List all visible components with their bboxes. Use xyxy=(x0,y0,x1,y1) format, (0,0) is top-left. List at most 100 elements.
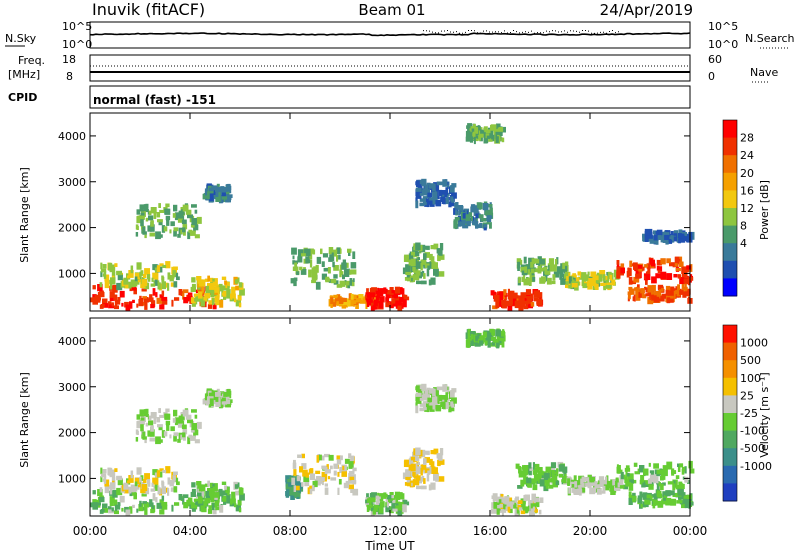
echo-patch xyxy=(642,228,695,245)
search-tick-bottom: 10^0 xyxy=(708,38,738,51)
echo-patch xyxy=(365,286,410,311)
colorbar-segment xyxy=(723,260,737,279)
colorbar-tick-label: -25 xyxy=(740,407,758,420)
sky-count-line xyxy=(89,32,691,37)
sky-label: N.Sky xyxy=(5,32,37,45)
ytick-label: 3000 xyxy=(58,381,86,394)
search-tick-top: 10^5 xyxy=(708,20,738,33)
xtick-label: 04:00 xyxy=(173,524,208,538)
echo-patch xyxy=(190,275,245,308)
velocity-yticks: 4000 3000 2000 1000 xyxy=(58,335,690,485)
colorbar-tick-label: 1000 xyxy=(740,337,768,350)
freq-label: Freq. xyxy=(18,54,45,67)
colorbar-segment xyxy=(723,377,737,396)
echo-patch xyxy=(628,488,694,509)
xtick-label: 16:00 xyxy=(473,524,508,538)
colorbar-tick-label: -100 xyxy=(740,425,765,438)
colorbar-segment xyxy=(723,413,737,432)
echo-patch xyxy=(190,480,245,513)
colorbar-tick-label: 16 xyxy=(740,184,754,197)
sky-tick-bottom: 10^0 xyxy=(62,38,92,51)
velocity-colorbar: 1000 500 100 25 -25 -100 -500 -1000 xyxy=(722,324,772,502)
ytick-label: 2000 xyxy=(58,427,86,440)
echo-patch xyxy=(490,288,544,312)
nave-tick-top: 60 xyxy=(708,53,722,66)
ytick-label: 1000 xyxy=(58,472,86,485)
nave-label: Nave xyxy=(750,66,778,79)
search-label: N.Search xyxy=(745,32,795,45)
echo-patch xyxy=(135,408,202,445)
station-title: Inuvik (fitACF) xyxy=(92,0,205,19)
date-title: 24/Apr/2019 xyxy=(600,1,693,19)
echo-patch xyxy=(402,242,445,286)
echo-patch xyxy=(402,447,445,491)
colorbar-segment xyxy=(723,360,737,379)
velocity-ylabel: Slant Range [km] xyxy=(18,372,31,468)
ytick-label: 4000 xyxy=(58,335,86,348)
freq-unit-label: [MHz] xyxy=(8,68,40,81)
echo-patch xyxy=(202,183,233,204)
colorbar-tick-label: 8 xyxy=(740,220,747,233)
nave-tick-bottom: 0 xyxy=(708,70,715,83)
colorbar-tick-label: -1000 xyxy=(740,460,772,473)
xtick-label: 08:00 xyxy=(273,524,308,538)
echo-patch xyxy=(99,261,180,291)
echo-patch xyxy=(616,256,694,286)
time-axis: 00:00 04:00 08:00 12:00 16:00 20:00 00:00 xyxy=(73,113,708,538)
ytick-label: 2000 xyxy=(58,222,86,235)
xtick-label: 00:00 xyxy=(673,524,708,538)
echo-patch xyxy=(415,178,457,209)
echo-patch xyxy=(135,203,202,240)
echo-patch xyxy=(99,466,180,496)
echo-patch xyxy=(453,201,494,231)
colorbar-segment xyxy=(723,430,737,449)
echo-patch xyxy=(565,269,620,291)
cpid-value: normal (fast) -151 xyxy=(93,93,216,107)
colorbar-segment xyxy=(723,137,737,156)
colorbar-tick-label: 24 xyxy=(740,149,754,162)
freq-tick-bottom: 8 xyxy=(66,70,73,83)
xtick-label: 12:00 xyxy=(373,524,408,538)
echo-patch xyxy=(515,461,569,492)
colorbar-segment xyxy=(723,465,737,484)
search-count-line xyxy=(423,30,620,34)
power-yticks: 4000 3000 2000 1000 xyxy=(58,130,690,280)
echo-patch xyxy=(627,283,693,305)
colorbar-tick-label: 20 xyxy=(740,167,754,180)
colorbar-tick-label: -500 xyxy=(740,442,765,455)
freq-tick-top: 18 xyxy=(62,53,76,66)
colorbar-tick-label: 28 xyxy=(740,132,754,145)
echo-patch xyxy=(415,383,457,414)
echo-patch xyxy=(566,474,621,496)
echo-patch xyxy=(490,493,544,517)
colorbar-tick-label: 4 xyxy=(740,237,747,250)
echo-patch xyxy=(516,256,571,286)
ytick-label: 1000 xyxy=(58,267,86,280)
xtick-label: 00:00 xyxy=(73,524,108,538)
echo-patch xyxy=(202,388,233,409)
colorbar-segment xyxy=(723,225,737,244)
power-heatmap xyxy=(90,123,695,312)
colorbar-segment xyxy=(723,395,737,414)
colorbar-segment xyxy=(723,483,737,502)
colorbar-tick-label: 12 xyxy=(740,202,754,215)
colorbar-frame xyxy=(722,119,738,297)
colorbar-segment xyxy=(723,208,737,227)
colorbar-segment xyxy=(723,190,737,209)
echo-patch xyxy=(290,247,357,290)
power-colorbar: 28 24 20 16 12 8 4 xyxy=(722,119,754,297)
echo-patch xyxy=(291,453,359,496)
colorbar-segment xyxy=(723,155,737,174)
velocity-colorbar-label: Velocity [m s⁻¹] xyxy=(758,372,771,457)
cpid-panel-frame xyxy=(89,85,691,109)
colorbar-tick-label: 25 xyxy=(740,389,754,402)
time-axis-label: Time UT xyxy=(364,539,415,553)
echo-patch xyxy=(465,328,506,349)
colorbar-segment xyxy=(723,172,737,191)
ytick-label: 3000 xyxy=(58,176,86,189)
echo-patch xyxy=(365,491,410,516)
power-colorbar-label: Power [dB] xyxy=(758,180,771,240)
colorbar-tick-label: 100 xyxy=(740,372,761,385)
colorbar-segment xyxy=(723,278,737,297)
